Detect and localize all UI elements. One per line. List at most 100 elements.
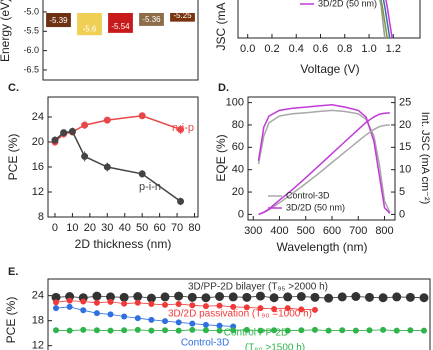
- series-line: [379, 0, 386, 39]
- y2-tick-label: 5: [399, 186, 405, 198]
- data-point: [146, 293, 156, 303]
- data-point: [351, 292, 361, 301]
- x-tick-label: 300: [244, 225, 262, 237]
- data-point: [51, 292, 61, 302]
- data-point: [215, 292, 225, 301]
- x-tick-label: 1.0: [361, 43, 376, 55]
- data-point: [337, 292, 347, 302]
- x-axis-label: Voltage (V): [300, 62, 359, 76]
- data-point: [187, 292, 197, 302]
- annotation: (T₈₀ >1500 h): [245, 343, 305, 350]
- data-point: [92, 291, 102, 301]
- y-tick-label: 8: [38, 211, 44, 223]
- series-line: [380, 0, 388, 39]
- data-point: [189, 302, 196, 309]
- data-point: [378, 293, 388, 303]
- y2-tick-label: 10: [399, 164, 411, 176]
- x-tick-label: 0.6: [313, 43, 328, 55]
- data-point: [53, 299, 59, 306]
- y-axis-label: EQE (%): [214, 134, 228, 181]
- y2-tick-label: 25: [399, 96, 411, 108]
- data-point: [66, 303, 73, 310]
- data-point: [162, 301, 169, 308]
- plot-frame: [47, 278, 431, 350]
- legend-label: Control-3D: [286, 190, 330, 200]
- data-point: [162, 327, 169, 334]
- x-tick-label: 0.8: [337, 43, 352, 55]
- data-point: [366, 327, 373, 334]
- y-axis-label: PCE (%): [6, 134, 20, 181]
- bar: [108, 13, 133, 33]
- data-point: [296, 292, 306, 301]
- y-tick-label: 24: [32, 290, 44, 302]
- x-tick-label: 0.2: [264, 43, 279, 55]
- data-point: [107, 298, 114, 305]
- data-point: [103, 116, 111, 124]
- data-point: [175, 319, 182, 326]
- data-point: [93, 299, 100, 306]
- data-point: [352, 327, 359, 334]
- data-point: [80, 298, 87, 305]
- series-label: 3D/2D passivation (T₉₀ =1000 h): [168, 309, 312, 320]
- data-point: [407, 327, 414, 334]
- bar: [46, 13, 71, 28]
- data-point: [66, 297, 73, 304]
- data-point: [80, 326, 87, 333]
- data-point: [202, 321, 209, 328]
- data-point: [103, 163, 111, 171]
- data-point: [271, 327, 278, 334]
- legend-label: 3D/2D (50 nm): [286, 202, 345, 212]
- x-tick-label: 0.0: [240, 43, 255, 55]
- x-tick-label: 60: [154, 222, 166, 234]
- legend-label: 3D/2D (50 nm): [318, 0, 377, 8]
- data-point: [324, 293, 334, 303]
- data-point: [216, 322, 223, 329]
- data-point: [202, 327, 209, 334]
- data-point: [242, 292, 252, 302]
- data-point: [393, 327, 400, 334]
- data-point: [201, 293, 211, 303]
- y-tick-label: 0: [238, 208, 244, 220]
- series-line: [385, 0, 393, 39]
- data-point: [419, 293, 429, 303]
- y-tick-label: 20: [232, 186, 244, 198]
- data-point: [311, 326, 318, 333]
- y-tick-label: 40: [232, 164, 244, 176]
- data-point: [405, 292, 415, 302]
- data-point: [175, 301, 182, 307]
- x-tick-label: 0.4: [289, 43, 304, 55]
- series-line: [382, 0, 391, 39]
- x-tick-label: 1.2: [386, 43, 401, 55]
- y2-tick-label: 20: [399, 119, 411, 131]
- y2-tick-label: 0: [399, 208, 405, 220]
- y-tick-label: 12: [32, 340, 44, 350]
- data-point: [53, 305, 59, 312]
- x-axis-label: 2D thickness (nm): [75, 237, 172, 251]
- series-line: [257, 104, 391, 214]
- series-line: [55, 295, 425, 299]
- data-point: [148, 301, 155, 307]
- data-point: [380, 326, 387, 333]
- y-tick-label: 80: [232, 119, 244, 131]
- y2-tick-label: 15: [399, 141, 411, 153]
- data-point: [68, 127, 76, 135]
- panel-letter: D.: [218, 82, 229, 94]
- series-label: Control-3D: [181, 338, 229, 349]
- series-label: n-i-p: [172, 122, 194, 134]
- data-point: [81, 152, 89, 160]
- data-point: [269, 293, 279, 303]
- y-tick-label: 20: [32, 136, 44, 148]
- x-tick-label: 400: [270, 225, 288, 237]
- data-point: [202, 303, 209, 310]
- x-tick-label: 700: [349, 225, 367, 237]
- data-point: [216, 327, 223, 334]
- series-line: [54, 130, 182, 203]
- data-point: [298, 327, 305, 334]
- y2-axis-label: Int. JSC (mA cm⁻²): [419, 112, 431, 205]
- data-point: [174, 291, 184, 301]
- plot-frame: [237, 0, 421, 39]
- bar-value-label: -5.54: [111, 22, 130, 31]
- series-label: Control PP-2D: [224, 328, 288, 339]
- x-tick-label: 10: [66, 222, 78, 234]
- data-point: [230, 303, 237, 310]
